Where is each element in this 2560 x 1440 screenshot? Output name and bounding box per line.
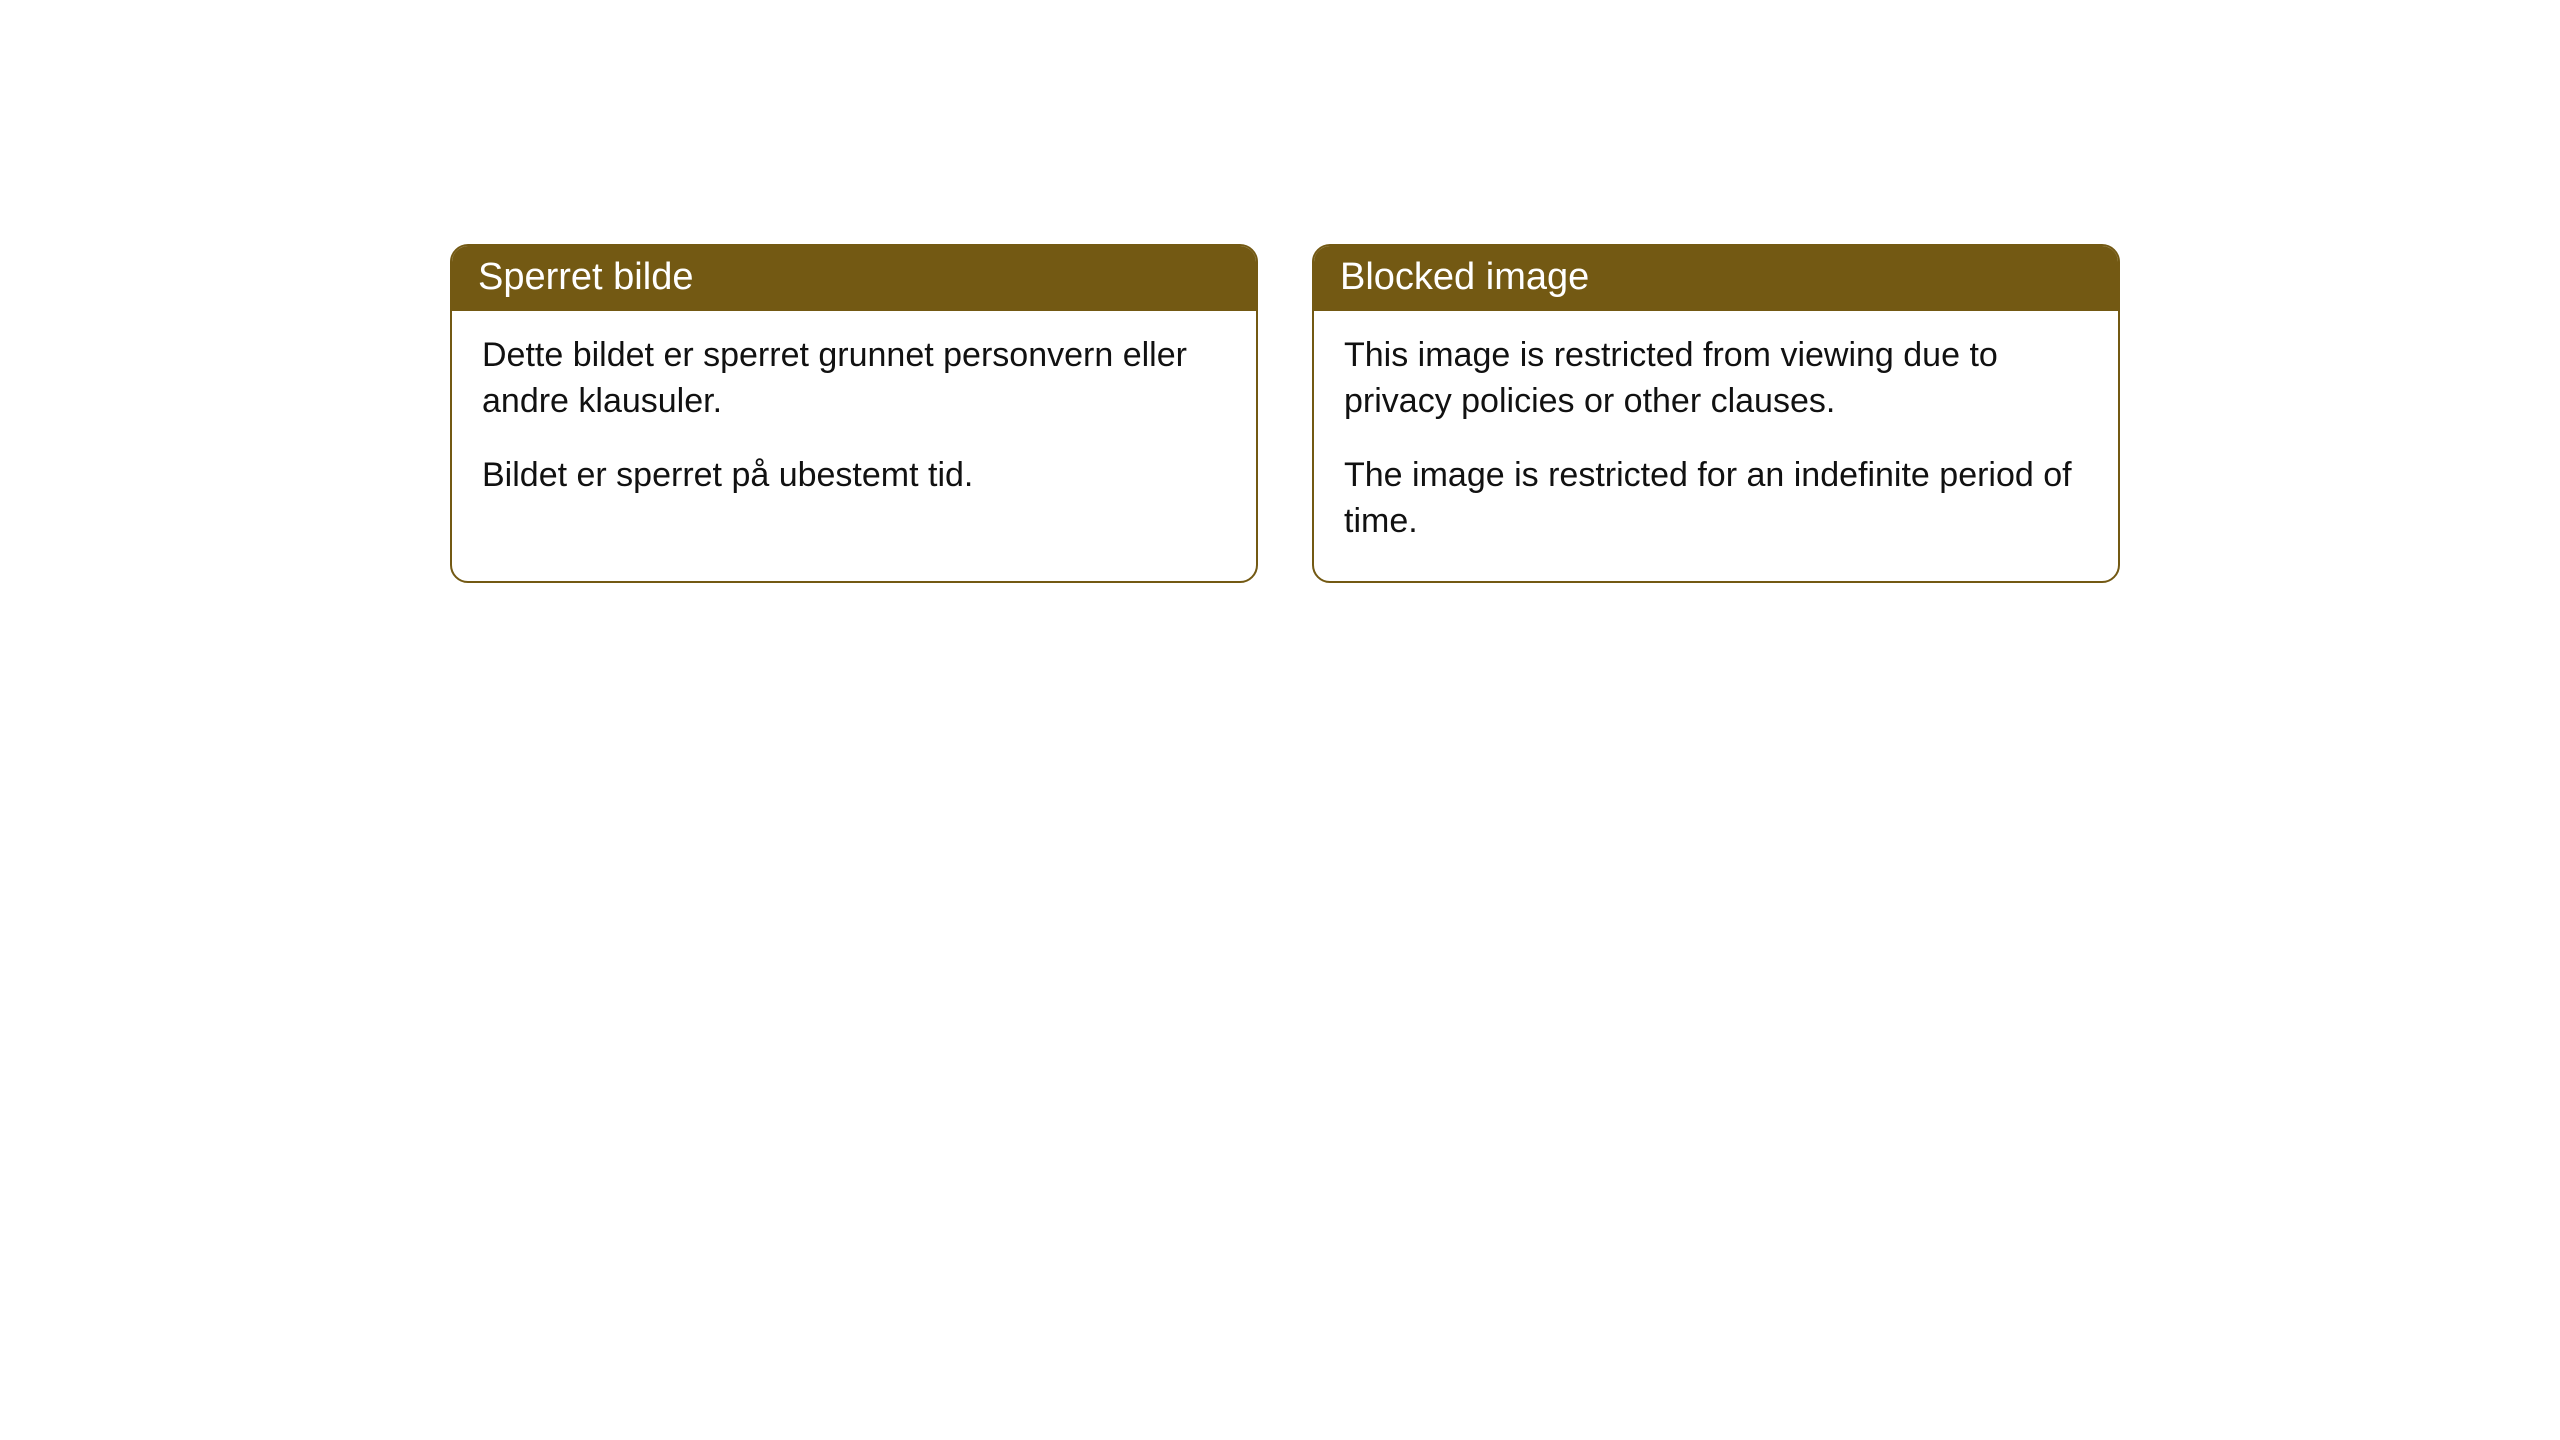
notice-card-norwegian: Sperret bilde Dette bildet er sperret gr… bbox=[450, 244, 1258, 583]
notice-card-english: Blocked image This image is restricted f… bbox=[1312, 244, 2120, 583]
card-paragraph: This image is restricted from viewing du… bbox=[1344, 333, 2088, 425]
card-header: Blocked image bbox=[1314, 246, 2118, 311]
card-title: Blocked image bbox=[1340, 256, 1589, 298]
card-paragraph: The image is restricted for an indefinit… bbox=[1344, 453, 2088, 545]
card-title: Sperret bilde bbox=[478, 256, 693, 298]
card-header: Sperret bilde bbox=[452, 246, 1256, 311]
card-paragraph: Dette bildet er sperret grunnet personve… bbox=[482, 333, 1226, 425]
card-body: Dette bildet er sperret grunnet personve… bbox=[452, 311, 1256, 535]
card-body: This image is restricted from viewing du… bbox=[1314, 311, 2118, 581]
notice-cards-container: Sperret bilde Dette bildet er sperret gr… bbox=[450, 244, 2120, 583]
card-paragraph: Bildet er sperret på ubestemt tid. bbox=[482, 453, 1226, 499]
